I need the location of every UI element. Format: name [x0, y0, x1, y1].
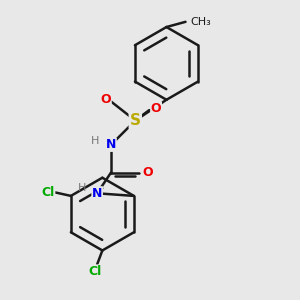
Text: CH₃: CH₃ [191, 17, 212, 27]
Text: H: H [91, 136, 100, 146]
Text: O: O [142, 166, 153, 179]
Text: Cl: Cl [89, 265, 102, 278]
Text: S: S [130, 113, 141, 128]
Text: H: H [77, 183, 86, 193]
Text: N: N [92, 187, 102, 200]
Text: Cl: Cl [42, 186, 55, 199]
Text: O: O [151, 102, 161, 115]
Text: O: O [100, 93, 111, 106]
Text: N: N [106, 138, 116, 151]
